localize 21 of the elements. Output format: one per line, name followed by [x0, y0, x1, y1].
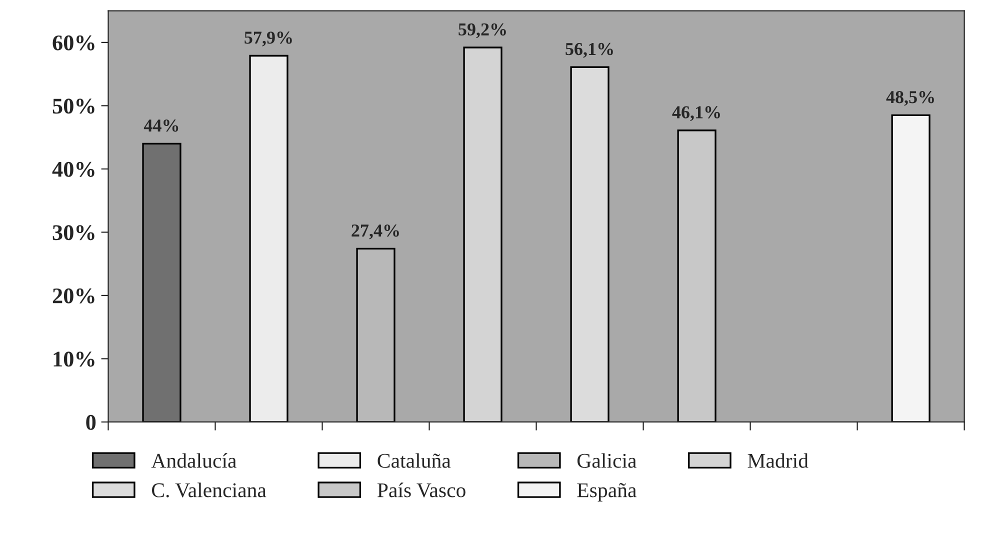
legend-label: España: [577, 483, 636, 502]
legend-label: País Vasco: [377, 482, 466, 498]
legend-label: Galicia: [577, 453, 636, 468]
data-label: 27,4%: [352, 224, 399, 240]
legend-label: Madrid: [748, 453, 808, 468]
legend-label: C. Valenciana: [152, 482, 266, 498]
legend-label: Andalucía: [151, 453, 236, 468]
y-tick-label: 50%: [52, 98, 94, 114]
y-tick-label: 0: [86, 414, 96, 430]
data-label: 48,5%: [886, 91, 934, 106]
y-tick-label: 30%: [52, 225, 94, 240]
data-label: 44%: [144, 119, 178, 132]
y-tick-label: 60%: [52, 35, 94, 50]
data-label: 46,1%: [672, 106, 720, 121]
data-label: 59,2%: [458, 23, 506, 38]
data-label: 57,9%: [244, 32, 292, 46]
y-tick-label: 20%: [52, 288, 94, 304]
y-tick-label: 40%: [52, 162, 94, 177]
y-tick-label: 10%: [54, 352, 94, 367]
legend-label: Cataluña: [378, 453, 451, 468]
data-label: 56,1%: [566, 42, 613, 58]
